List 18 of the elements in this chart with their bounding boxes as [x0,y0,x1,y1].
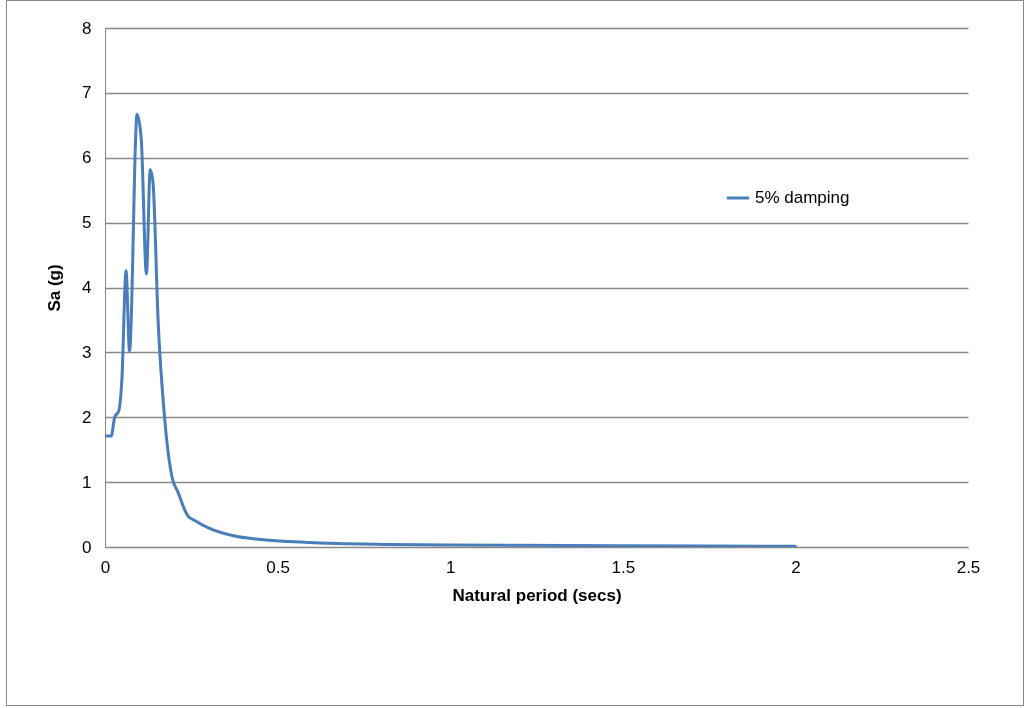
y-tick-label: 1 [82,472,92,492]
y-tick-label: 2 [82,407,92,427]
y-tick-label: 7 [82,83,92,103]
x-tick-label: 2 [791,557,801,577]
x-tick-label: 1 [445,557,456,577]
x-tick-label: 0.5 [266,557,290,577]
y-tick-label: 3 [82,342,92,362]
x-axis-title: Natural period (secs) [452,585,622,605]
y-tick-label: 8 [82,18,92,38]
legend-label: 5% damping [755,188,850,207]
x-tick-label: 2.5 [956,557,981,577]
y-axis-title: Sa (g) [45,264,65,312]
x-tick-label: 1.5 [611,557,636,577]
y-tick-label: 6 [82,148,92,168]
y-tick-label: 4 [82,278,92,297]
y-tick-label: 0 [82,537,92,557]
x-tick-label: 0 [100,557,111,577]
y-tick-label: 5 [82,213,92,233]
